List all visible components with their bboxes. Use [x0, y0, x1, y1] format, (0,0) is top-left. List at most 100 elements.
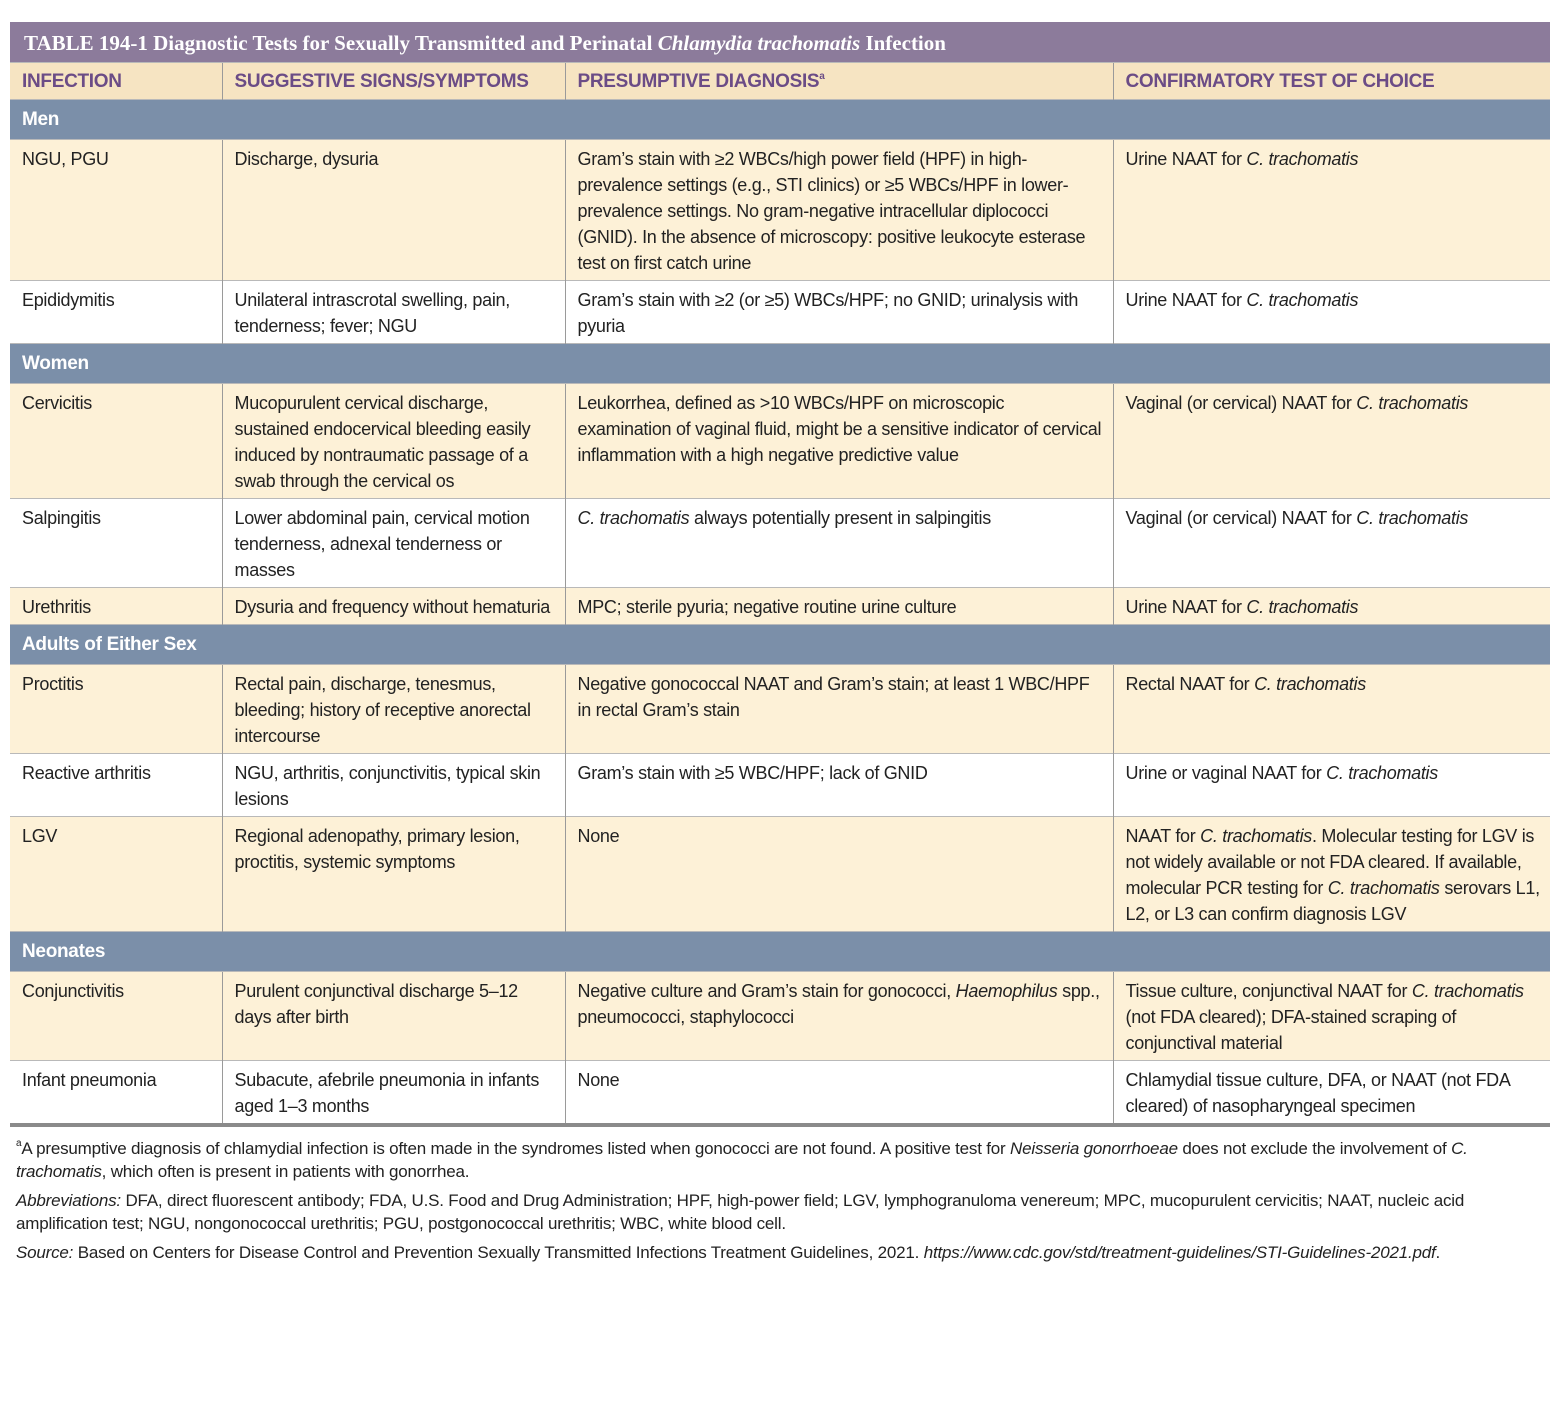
text: Based on Centers for Disease Control and…: [73, 1243, 924, 1262]
cell: Cervicitis: [10, 383, 222, 499]
cell: Subacute, afebrile pneumonia in infants …: [221, 1060, 565, 1127]
text: Unilateral intrascrotal swelling, pain, …: [234, 290, 511, 336]
italic-text: C. trachomatis: [1356, 508, 1469, 528]
text: Neonates: [22, 941, 106, 962]
table-row: LGV Regional adenopathy, primary lesion, …: [10, 816, 1550, 932]
italic-text: Chlamydia trachomatis: [657, 31, 861, 55]
text: SUGGESTIVE SIGNS/SYMPTOMS: [234, 71, 529, 92]
italic-text: Abbreviations:: [16, 1191, 121, 1210]
cell: Dysuria and frequency without hematuria: [221, 587, 565, 625]
table-row: Urethritis Dysuria and frequency without …: [10, 587, 1550, 625]
text: .: [1435, 1243, 1441, 1262]
table-row: Conjunctivitis Purulent conjunctival disc…: [10, 971, 1550, 1061]
italic-text: C. trachomatis: [577, 508, 690, 528]
table-row: Infant pneumonia Subacute, afebrile pneum…: [10, 1060, 1550, 1127]
text: NGU, arthritis, conjunctivitis, typical …: [234, 763, 541, 809]
cell: Leukorrhea, defined as >10 WBCs/HPF on m…: [564, 383, 1113, 499]
text: MPC; sterile pyuria; negative routine ur…: [577, 597, 957, 617]
text: Mucopurulent cervical discharge, sustain…: [234, 393, 531, 491]
header-row: INFECTION SUGGESTIVE SIGNS/SYMPTOMS PRESUM…: [10, 62, 1550, 100]
italic-text: C. trachomatis: [1200, 826, 1312, 846]
text: Vaginal (or cervical) NAAT for: [1125, 508, 1357, 528]
text: Dysuria and frequency without hematuria: [234, 597, 551, 617]
cell: Vaginal (or cervical) NAAT for C. tracho…: [1112, 498, 1550, 588]
cell: Rectal NAAT for C. trachomatis: [1112, 664, 1550, 754]
text: Negative gonococcal NAAT and Gram’s stai…: [577, 674, 1090, 720]
section-row: Adults of Either Sex: [10, 624, 1550, 665]
column-header: SUGGESTIVE SIGNS/SYMPTOMS: [221, 62, 565, 100]
cell: NGU, arthritis, conjunctivitis, typical …: [221, 753, 565, 817]
text: Adults of Either Sex: [22, 634, 197, 655]
text: Chlamydial tissue culture, DFA, or NAAT …: [1125, 1070, 1510, 1116]
text: Gram’s stain with ≥5 WBC/HPF; lack of GN…: [577, 763, 928, 783]
cell: Urethritis: [10, 587, 222, 625]
cell: NGU, PGU: [10, 139, 222, 281]
cell: Rectal pain, discharge, tenesmus, bleedi…: [221, 664, 565, 754]
column-header: INFECTION: [10, 62, 222, 100]
footnotes: aA presumptive diagnosis of chlamydial i…: [10, 1137, 1550, 1264]
italic-text: C. trachomatis: [1246, 597, 1359, 617]
cell: Epididymitis: [10, 280, 222, 344]
italic-text: C. trachomatis: [1356, 393, 1469, 413]
text: PRESUMPTIVE DIAGNOSIS: [577, 71, 820, 92]
text: Negative culture and Gram’s stain for go…: [577, 981, 956, 1001]
text: NAAT for: [1125, 826, 1201, 846]
section-label: Adults of Either Sex: [10, 624, 1550, 665]
text: Reactive arthritis: [22, 763, 151, 783]
cell: Negative culture and Gram’s stain for go…: [564, 971, 1113, 1061]
italic-text: C. trachomatis: [16, 1139, 1468, 1181]
cell: Mucopurulent cervical discharge, sustain…: [221, 383, 565, 499]
section-label: Women: [10, 343, 1550, 384]
cell: None: [564, 816, 1113, 932]
section-row: Neonates: [10, 931, 1550, 972]
italic-text: C. trachomatis: [1327, 878, 1440, 898]
text: Discharge, dysuria: [234, 149, 379, 169]
text: A presumptive diagnosis of chlamydial in…: [21, 1139, 1011, 1158]
text: Proctitis: [22, 674, 84, 694]
italic-text: Neisseria gonorrhoeae: [1010, 1139, 1178, 1158]
cell: Salpingitis: [10, 498, 222, 588]
text: INFECTION: [22, 71, 122, 92]
cell: MPC; sterile pyuria; negative routine ur…: [564, 587, 1113, 625]
text: Urine NAAT for: [1125, 149, 1247, 169]
italic-text: Source:: [16, 1243, 74, 1262]
cell: None: [564, 1060, 1113, 1127]
cell: Conjunctivitis: [10, 971, 222, 1061]
text: Salpingitis: [22, 508, 101, 528]
text: Conjunctivitis: [22, 981, 124, 1001]
table-row: Reactive arthritis NGU, arthritis, conjun…: [10, 753, 1550, 817]
text: Urethritis: [22, 597, 92, 617]
text: (not FDA cleared); DFA-stained scraping …: [1125, 1007, 1457, 1053]
text: Gram’s stain with ≥2 (or ≥5) WBCs/HPF; n…: [577, 290, 1079, 336]
text: DFA, direct fluorescent antibody; FDA, U…: [16, 1191, 1465, 1233]
cell: Lower abdominal pain, cervical motion te…: [221, 498, 565, 588]
section-row: Women: [10, 343, 1550, 384]
cell: Negative gonococcal NAAT and Gram’s stai…: [564, 664, 1113, 754]
table-row: NGU, PGU Discharge, dysuria Gram’s stain w…: [10, 139, 1550, 281]
italic-text: C. trachomatis: [1246, 149, 1359, 169]
text: Gram’s stain with ≥2 WBCs/high power fie…: [577, 149, 1086, 273]
text: Purulent conjunctival discharge 5–12 day…: [234, 981, 519, 1027]
footnote: Abbreviations: DFA, direct fluorescent a…: [16, 1189, 1550, 1235]
section-row: Men: [10, 99, 1550, 140]
column-header: PRESUMPTIVE DIAGNOSISa: [564, 62, 1113, 100]
footnote: Source: Based on Centers for Disease Con…: [16, 1241, 1550, 1264]
cell: Urine NAAT for C. trachomatis: [1112, 280, 1550, 344]
italic-text: C. trachomatis: [1411, 981, 1524, 1001]
section-label: Neonates: [10, 931, 1550, 972]
section-label: Men: [10, 99, 1550, 140]
text: Regional adenopathy, primary lesion, pro…: [234, 826, 520, 872]
italic-text: C. trachomatis: [1326, 763, 1438, 783]
cell: Chlamydial tissue culture, DFA, or NAAT …: [1112, 1060, 1550, 1127]
cell: Urine or vaginal NAAT for C. trachomatis: [1112, 753, 1550, 817]
text: Cervicitis: [22, 393, 93, 413]
text: Rectal NAAT for: [1125, 674, 1255, 694]
text: Tissue culture, conjunctival NAAT for: [1125, 981, 1412, 1001]
text: Urine NAAT for: [1125, 597, 1247, 617]
table-row: Cervicitis Mucopurulent cervical discharg…: [10, 383, 1550, 499]
text: Urine or vaginal NAAT for: [1125, 763, 1327, 783]
text: TABLE 194-1 Diagnostic Tests for Sexuall…: [24, 31, 658, 55]
text: CONFIRMATORY TEST OF CHOICE: [1125, 71, 1435, 92]
footnote: aA presumptive diagnosis of chlamydial i…: [16, 1137, 1550, 1183]
